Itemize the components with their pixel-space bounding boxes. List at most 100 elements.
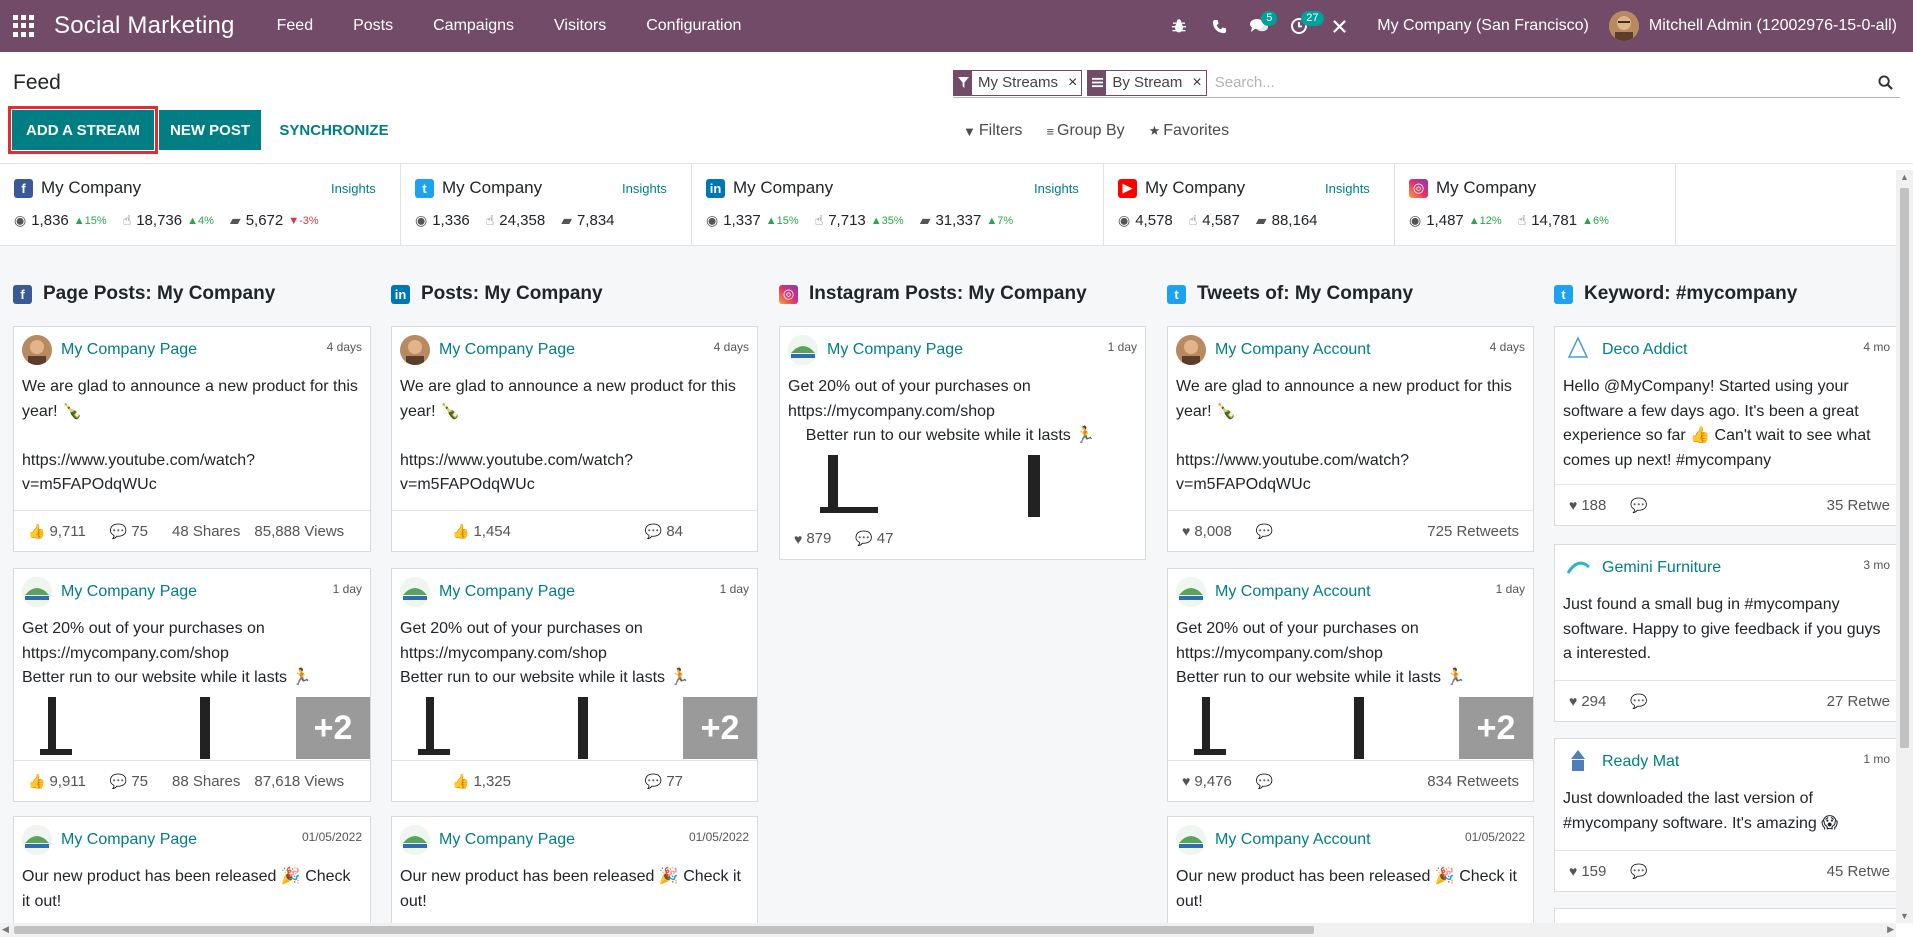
activity-clock-icon[interactable]: 27: [1279, 0, 1324, 52]
author-link[interactable]: Gemini Furniture: [1602, 559, 1722, 576]
post-image[interactable]: [96, 697, 170, 759]
author-link[interactable]: My Company Account: [1215, 831, 1371, 848]
comments-button[interactable]: 💬 47: [855, 530, 894, 547]
app-title[interactable]: Social Marketing: [54, 12, 235, 39]
likes-button[interactable]: ♥ 159: [1569, 862, 1607, 880]
menu-configuration[interactable]: Configuration: [646, 17, 742, 34]
author-link[interactable]: My Company Page: [61, 583, 198, 600]
filters-dropdown[interactable]: ▼ Filters: [963, 122, 1022, 140]
post-card[interactable]: My Company Page 1 day Get 20% out of you…: [779, 326, 1146, 560]
post-card[interactable]: My Company Account 01/05/2022 Our new pr…: [1167, 816, 1534, 923]
post-card[interactable]: My Company Page 4 days We are glad to an…: [391, 326, 758, 552]
horizontal-scrollbar[interactable]: ◀ ▶: [0, 923, 1896, 937]
author-link[interactable]: My Company Account: [1215, 341, 1371, 358]
account-stat-twitter[interactable]: t My Company Insights ◉ 1,336 ☝ 24,358 ▰ 7,…: [401, 164, 692, 246]
post-card[interactable]: My Company Account 1 day Get 20% out of …: [1167, 568, 1534, 802]
scroll-right-arrow-icon[interactable]: ▶: [1887, 924, 1894, 934]
likes-button[interactable]: ♥ 8,008: [1182, 522, 1232, 540]
post-image[interactable]: [1324, 697, 1398, 759]
likes-button[interactable]: 👍 9,711: [28, 522, 86, 540]
author-link[interactable]: My Company Page: [827, 341, 964, 358]
user-menu[interactable]: Mitchell Admin (12002976-15-0-all): [1608, 11, 1897, 41]
search-input[interactable]: [1211, 74, 1870, 91]
more-images-overlay[interactable]: +2: [683, 697, 757, 759]
comments-button[interactable]: 💬: [1256, 773, 1277, 790]
post-card[interactable]: Ready Mat 1 mo Just downloaded the last …: [1554, 738, 1896, 892]
scroll-left-arrow-icon[interactable]: ◀: [2, 924, 9, 934]
post-image[interactable]: [1176, 697, 1250, 759]
post-card[interactable]: My Company Page 1 day Get 20% out of you…: [391, 568, 758, 802]
post-image[interactable]: [1250, 697, 1324, 759]
likes-button[interactable]: 👍 1,325: [452, 772, 511, 790]
remove-facet-icon[interactable]: ×: [1068, 73, 1078, 91]
comments-button[interactable]: 💬 75: [109, 772, 148, 790]
comments-button[interactable]: 💬: [1256, 523, 1277, 540]
debug-bug-icon[interactable]: [1159, 0, 1199, 52]
post-card[interactable]: My Company Page 4 days We are glad to an…: [13, 326, 371, 552]
comments-button[interactable]: 💬 75: [109, 522, 148, 540]
likes-button[interactable]: ♥ 9,476: [1182, 772, 1232, 790]
likes-button[interactable]: ♥ 294: [1569, 692, 1607, 710]
comments-button[interactable]: 💬: [1630, 863, 1651, 880]
post-card[interactable]: My Company Account 4 days We are glad to…: [1167, 326, 1534, 552]
vertical-scrollbar[interactable]: ▲ ▼: [1896, 170, 1913, 923]
post-image[interactable]: [22, 697, 96, 759]
post-card[interactable]: [1554, 908, 1896, 923]
post-image[interactable]: [400, 697, 474, 759]
favorites-dropdown[interactable]: ★ Favorites: [1149, 122, 1229, 140]
author-link[interactable]: My Company Page: [61, 831, 198, 848]
chat-icon[interactable]: 5: [1239, 0, 1279, 52]
author-link[interactable]: My Company Page: [439, 583, 576, 600]
post-images[interactable]: +2: [400, 697, 757, 759]
facet-my-streams[interactable]: My Streams ×: [953, 69, 1083, 96]
more-images-overlay[interactable]: +2: [296, 697, 370, 759]
menu-visitors[interactable]: Visitors: [554, 17, 607, 34]
account-stat-instagram[interactable]: ◎ My Company ◉ 1,487 ▲12% ☝ 14,781 ▲6%: [1395, 164, 1676, 246]
account-stat-linkedin[interactable]: in My Company Insights ◉ 1,337 ▲15% ☝ 7,713…: [692, 164, 1104, 246]
vertical-scroll-thumb[interactable]: [1900, 188, 1909, 748]
comments-button[interactable]: 💬: [1630, 497, 1651, 514]
author-link[interactable]: Ready Mat: [1602, 753, 1680, 770]
post-image[interactable]: [474, 697, 548, 759]
post-card[interactable]: My Company Page 01/05/2022 Our new produ…: [391, 816, 758, 923]
menu-campaigns[interactable]: Campaigns: [433, 17, 515, 34]
horizontal-scroll-thumb[interactable]: [14, 926, 1314, 934]
author-link[interactable]: My Company Page: [61, 341, 198, 358]
insights-link[interactable]: Insights: [331, 181, 376, 196]
post-card[interactable]: Gemini Furniture 3 mo Just found a small…: [1554, 544, 1896, 722]
author-link[interactable]: My Company Account: [1215, 583, 1371, 600]
tools-icon[interactable]: [1319, 0, 1359, 52]
account-stat-youtube[interactable]: ▶ My Company Insights ◉ 4,578 ☝ 4,587 ▰ 88,…: [1104, 164, 1395, 246]
comments-button[interactable]: 💬 84: [644, 522, 683, 540]
author-link[interactable]: My Company Page: [439, 831, 576, 848]
comments-button[interactable]: 💬: [1630, 693, 1651, 710]
more-images-overlay[interactable]: +2: [1459, 697, 1533, 759]
insights-link[interactable]: Insights: [1325, 181, 1370, 196]
phone-icon[interactable]: [1199, 0, 1239, 52]
facet-by-stream[interactable]: By Stream ×: [1087, 69, 1207, 96]
post-image[interactable]: [988, 455, 1078, 517]
post-card[interactable]: My Company Page 01/05/2022 Our new produ…: [13, 816, 371, 923]
post-images[interactable]: +2: [22, 697, 370, 759]
comments-button[interactable]: 💬 77: [644, 772, 683, 790]
likes-button[interactable]: ♥ 879: [794, 530, 832, 547]
post-image[interactable]: [548, 697, 622, 759]
synchronize-button[interactable]: SYNCHRONIZE: [279, 121, 389, 139]
remove-facet-icon[interactable]: ×: [1192, 73, 1202, 91]
scroll-down-arrow-icon[interactable]: ▼: [1900, 911, 1909, 921]
account-stat-facebook[interactable]: f My Company Insights ◉ 1,836 ▲15% ☝ 18,736…: [0, 164, 401, 246]
search-icon[interactable]: [1870, 75, 1900, 90]
new-post-button[interactable]: NEW POST: [159, 110, 261, 150]
post-image[interactable]: [170, 697, 244, 759]
post-image[interactable]: [788, 455, 988, 517]
post-images[interactable]: +2: [1176, 697, 1533, 759]
add-stream-button[interactable]: ADD A STREAM: [8, 106, 158, 154]
menu-posts[interactable]: Posts: [353, 17, 394, 34]
group-by-dropdown[interactable]: ≡ Group By: [1046, 122, 1124, 140]
post-card[interactable]: My Company Page 1 day Get 20% out of you…: [13, 568, 371, 802]
post-card[interactable]: Deco Addict 4 mo Hello @MyCompany! Start…: [1554, 326, 1896, 526]
likes-button[interactable]: ♥ 188: [1569, 496, 1607, 514]
likes-button[interactable]: 👍 1,454: [452, 522, 511, 540]
author-link[interactable]: My Company Page: [439, 341, 576, 358]
likes-button[interactable]: 👍 9,911: [28, 772, 86, 790]
